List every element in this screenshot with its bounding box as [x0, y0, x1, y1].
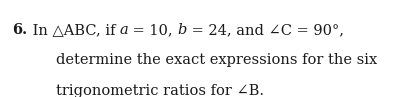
Text: = 24, and ∠C = 90°,: = 24, and ∠C = 90°, [187, 23, 344, 37]
Text: In △ABC, if: In △ABC, if [27, 23, 120, 37]
Text: trigonometric ratios for ∠B.: trigonometric ratios for ∠B. [56, 84, 264, 97]
Text: 6.: 6. [12, 23, 27, 37]
Text: a: a [120, 23, 129, 37]
Text: determine the exact expressions for the six: determine the exact expressions for the … [56, 53, 377, 67]
Text: = 10,: = 10, [129, 23, 178, 37]
Text: b: b [178, 23, 187, 37]
